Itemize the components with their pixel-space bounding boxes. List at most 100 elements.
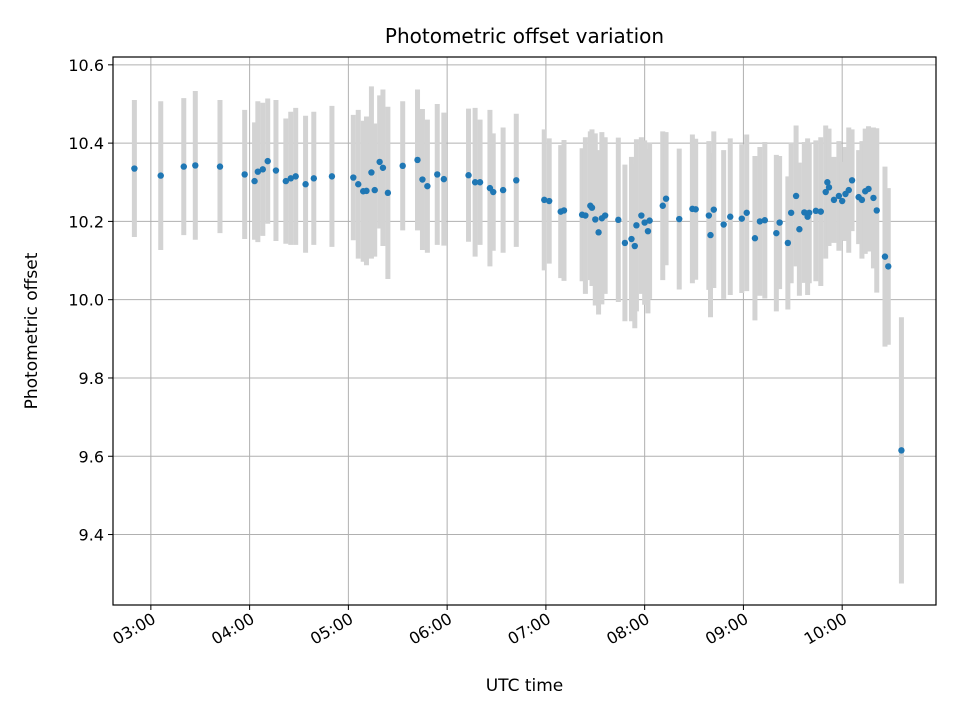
- y-tick-label: 9.8: [79, 369, 104, 388]
- x-tick-label: 03:00: [109, 609, 158, 649]
- data-point: [287, 175, 294, 182]
- point-layer: [131, 156, 905, 454]
- data-point: [628, 235, 635, 243]
- y-tick-label: 10.6: [68, 56, 104, 75]
- data-point: [350, 174, 357, 181]
- data-point: [621, 239, 629, 247]
- data-point: [157, 172, 164, 179]
- data-point: [727, 213, 734, 220]
- data-point: [885, 263, 892, 270]
- data-point: [379, 164, 387, 171]
- data-point: [792, 192, 800, 200]
- data-point: [465, 172, 472, 179]
- chart-title: Photometric offset variation: [385, 24, 664, 48]
- data-point: [499, 186, 507, 194]
- data-point: [302, 181, 309, 188]
- data-point: [310, 175, 318, 182]
- data-point: [676, 215, 683, 223]
- data-point: [180, 163, 187, 170]
- data-point: [835, 192, 843, 200]
- data-point: [399, 162, 406, 170]
- data-point: [560, 207, 568, 214]
- x-tick-label: 09:00: [702, 609, 751, 649]
- data-point: [707, 231, 714, 239]
- data-point: [784, 239, 792, 247]
- data-point: [601, 212, 609, 219]
- data-point: [858, 196, 866, 204]
- data-point: [817, 208, 824, 215]
- data-point: [822, 188, 829, 196]
- plot-frame: [112, 56, 937, 606]
- data-point: [692, 206, 699, 213]
- data-point: [773, 229, 780, 237]
- data-point: [756, 218, 764, 225]
- data-point: [384, 189, 392, 197]
- data-point: [615, 216, 622, 224]
- data-point: [440, 175, 448, 183]
- data-point: [848, 177, 856, 184]
- data-point: [644, 227, 652, 235]
- data-point: [845, 186, 852, 194]
- data-point: [131, 165, 138, 172]
- x-tick-label: 10:00: [801, 609, 850, 649]
- data-point: [710, 206, 717, 213]
- data-point: [641, 219, 648, 226]
- data-point: [272, 167, 280, 174]
- data-point: [513, 177, 520, 184]
- data-point: [796, 226, 803, 233]
- y-tick-label: 10.4: [68, 134, 104, 153]
- data-point: [363, 187, 370, 195]
- y-tick-label: 10.2: [68, 212, 104, 231]
- data-point: [738, 215, 745, 222]
- data-point: [328, 173, 336, 180]
- data-point: [588, 204, 596, 211]
- data-point: [414, 156, 421, 164]
- data-point: [830, 196, 838, 204]
- grid-layer: [113, 57, 936, 605]
- data-point: [424, 182, 431, 190]
- data-point: [743, 209, 750, 216]
- data-point: [490, 188, 497, 196]
- data-point: [824, 179, 831, 186]
- x-tick-label: 08:00: [603, 609, 652, 649]
- data-point: [631, 242, 638, 250]
- data-point: [812, 207, 820, 215]
- data-point: [751, 235, 759, 242]
- data-point: [371, 186, 378, 194]
- data-point: [471, 179, 479, 186]
- y-tick-label: 10.0: [68, 291, 104, 310]
- x-tick-label: 05:00: [307, 609, 356, 649]
- data-point: [806, 209, 813, 216]
- data-point: [241, 171, 248, 178]
- data-point: [638, 212, 645, 219]
- data-point: [592, 216, 599, 223]
- data-point: [292, 173, 299, 180]
- data-point: [646, 217, 653, 224]
- data-point: [659, 202, 666, 209]
- data-point: [259, 166, 266, 173]
- y-axis-label: Photometric offset: [22, 252, 42, 409]
- data-point: [838, 197, 846, 205]
- x-tick-label: 06:00: [406, 609, 455, 649]
- data-point: [419, 176, 426, 183]
- data-point: [582, 212, 589, 219]
- y-tick-label: 9.4: [79, 526, 104, 545]
- data-point: [898, 447, 905, 454]
- data-point: [870, 194, 877, 202]
- data-point: [355, 181, 362, 188]
- data-point: [251, 177, 258, 185]
- data-point: [476, 179, 484, 186]
- data-point: [434, 171, 441, 178]
- data-point: [282, 177, 290, 185]
- data-point: [881, 253, 889, 260]
- data-point: [787, 209, 795, 216]
- data-point: [873, 207, 880, 214]
- data-point: [776, 219, 783, 226]
- data-point: [662, 195, 670, 202]
- data-point: [368, 169, 375, 176]
- data-point: [633, 222, 640, 229]
- data-point: [192, 162, 199, 169]
- x-tick-label: 04:00: [208, 609, 257, 649]
